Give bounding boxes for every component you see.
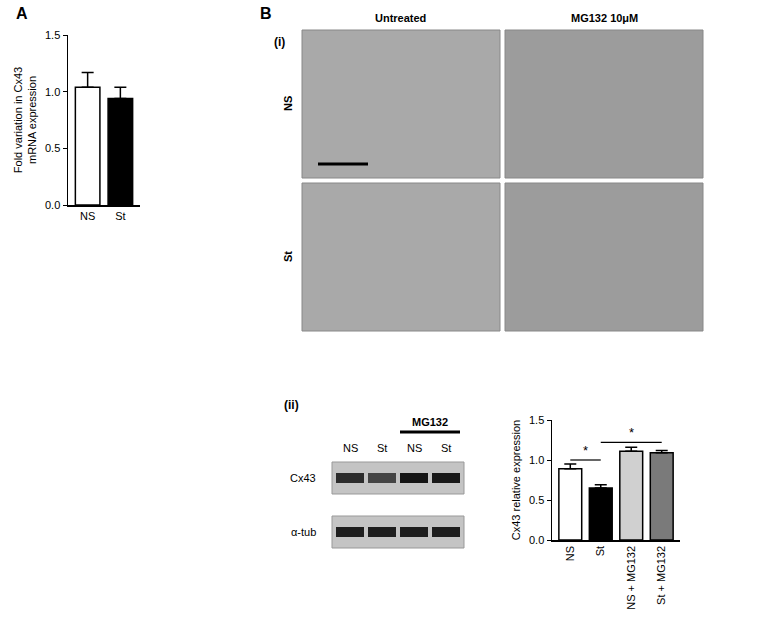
svg-text:NS: NS	[282, 96, 294, 111]
svg-text:1.0: 1.0	[529, 454, 544, 466]
svg-text:(ii): (ii)	[284, 398, 299, 412]
svg-text:St: St	[594, 546, 606, 556]
svg-text:B: B	[260, 5, 272, 22]
svg-text:St: St	[115, 210, 125, 222]
svg-text:St + MG132: St + MG132	[655, 546, 667, 605]
svg-text:*: *	[629, 425, 634, 440]
svg-text:St: St	[282, 251, 294, 262]
svg-text:NS: NS	[80, 210, 95, 222]
svg-text:(i): (i)	[274, 35, 285, 49]
svg-text:Fold variation in Cx43mRNA exp: Fold variation in Cx43mRNA expression	[12, 67, 38, 173]
svg-text:α-tub: α-tub	[291, 526, 316, 538]
svg-text:1.5: 1.5	[529, 414, 544, 426]
svg-text:MG132: MG132	[412, 416, 448, 428]
svg-text:Untreated: Untreated	[375, 12, 426, 24]
svg-text:NS + MG132: NS + MG132	[625, 546, 637, 610]
svg-text:MG132 10μM: MG132 10μM	[571, 12, 638, 24]
svg-text:0.5: 0.5	[529, 494, 544, 506]
svg-text:St: St	[377, 442, 387, 454]
svg-text:Cx43: Cx43	[290, 472, 316, 484]
svg-text:0.0: 0.0	[529, 534, 544, 546]
svg-text:0.0: 0.0	[45, 199, 60, 211]
svg-text:NS: NS	[564, 546, 576, 561]
svg-text:1.0: 1.0	[45, 86, 60, 98]
svg-text:1.5: 1.5	[45, 29, 60, 41]
svg-text:NS: NS	[343, 442, 358, 454]
svg-text:*: *	[583, 443, 588, 458]
svg-text:A: A	[16, 5, 28, 22]
svg-text:NS: NS	[407, 442, 422, 454]
svg-text:0.5: 0.5	[45, 142, 60, 154]
svg-text:Cx43 relative expression: Cx43 relative expression	[510, 420, 522, 540]
svg-text:St: St	[441, 442, 451, 454]
